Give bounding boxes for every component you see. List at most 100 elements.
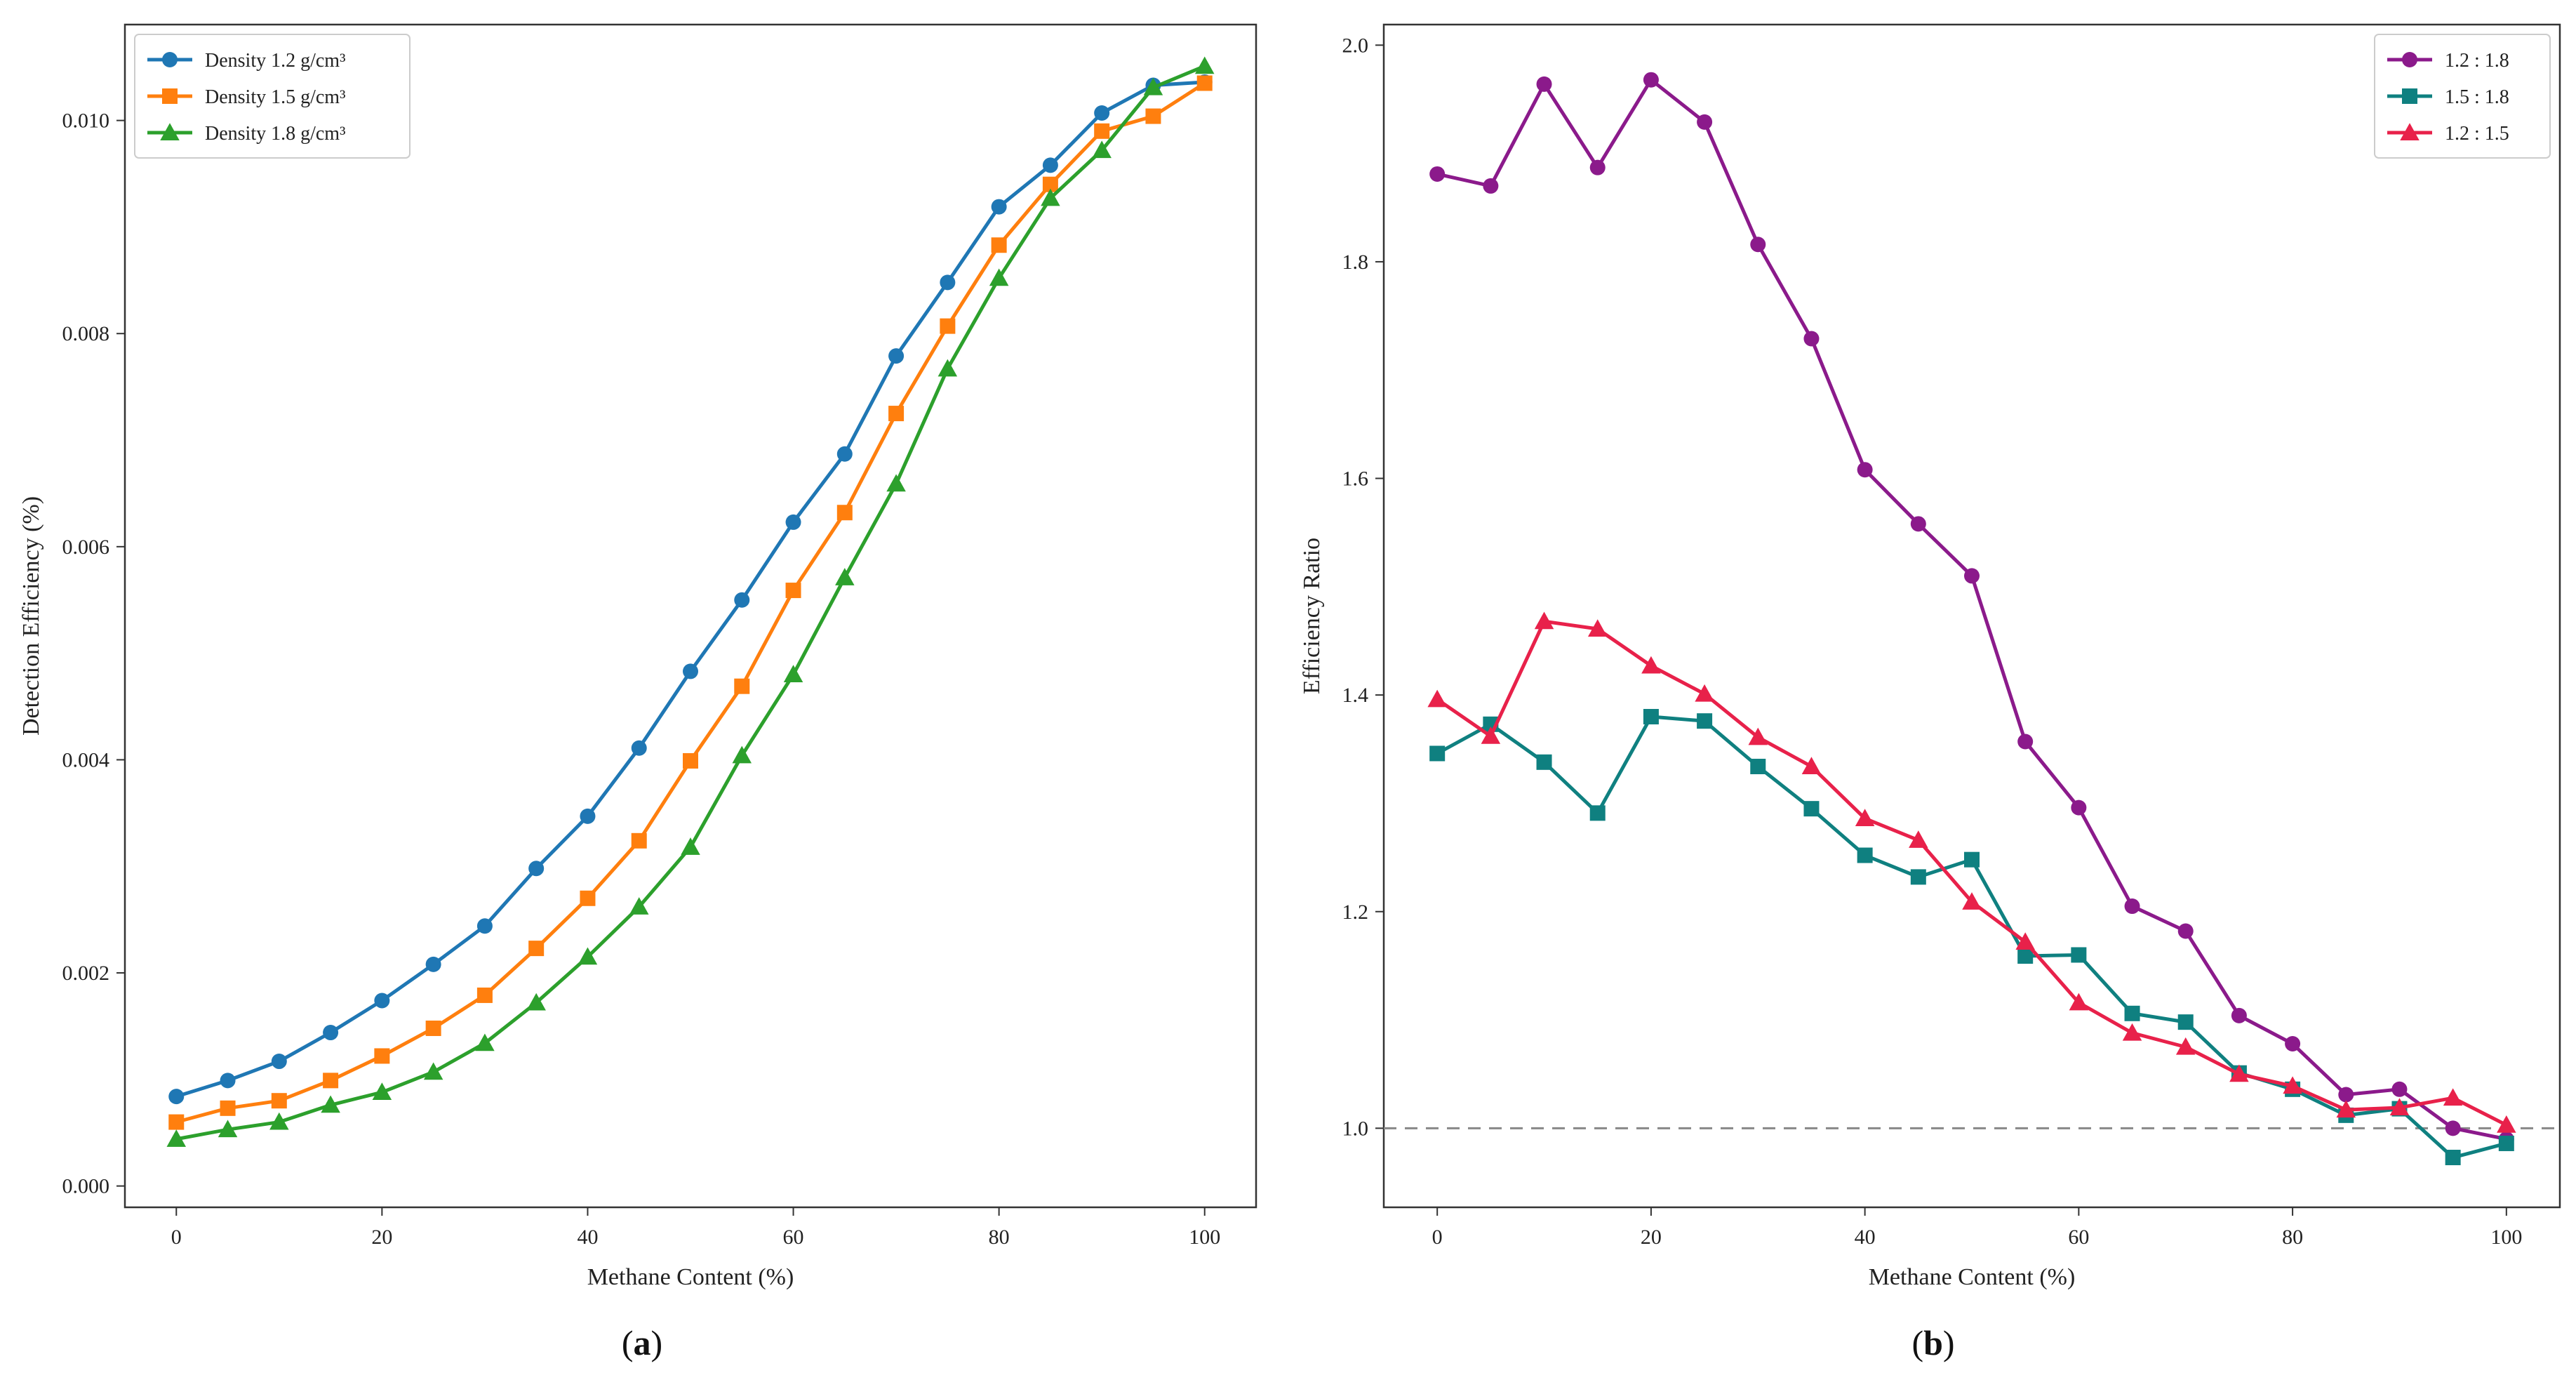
caption-part: ( — [622, 1323, 634, 1362]
data-point — [683, 752, 698, 769]
caption-part: ( — [1911, 1323, 1923, 1362]
data-point — [1042, 157, 1058, 173]
data-point — [476, 918, 493, 934]
y-tick-label: 0.002 — [62, 962, 110, 985]
data-point — [989, 268, 1009, 286]
plot-frame — [1382, 23, 2561, 1209]
legend: 1.2 : 1.8 1.5 : 1.8 1.2 : 1.5 — [2374, 34, 2551, 159]
data-point — [2445, 1120, 2461, 1136]
x-tick-label: 0 — [171, 1226, 182, 1249]
x-tick-label: 20 — [1641, 1226, 1662, 1249]
data-point — [1855, 809, 1875, 827]
panel-caption: (b) — [1911, 1323, 1954, 1362]
data-point — [734, 592, 750, 608]
data-point — [269, 1112, 289, 1130]
data-point — [1589, 805, 1606, 821]
legend-item: 1.5 : 1.8 — [2387, 86, 2509, 108]
y-tick-label: 0.008 — [62, 322, 110, 345]
data-point — [1041, 188, 1060, 206]
data-point — [1094, 105, 1110, 121]
data-point — [476, 987, 493, 1003]
legend-label: 1.5 : 1.8 — [2445, 86, 2509, 108]
data-point — [218, 1120, 238, 1138]
y-tick-label: 1.4 — [1342, 684, 1369, 707]
data-point — [1697, 114, 1713, 130]
y-axis-label: Detection Efficiency (%) — [18, 496, 44, 736]
plot-frame — [124, 23, 1257, 1209]
legend-label: 1.2 : 1.5 — [2445, 123, 2509, 145]
y-tick-label: 0.010 — [62, 109, 110, 133]
legend-swatch-marker — [162, 52, 178, 67]
data-point — [2498, 1135, 2514, 1151]
series-3 — [166, 56, 1215, 1147]
legend-item: 1.2 : 1.5 — [2387, 123, 2509, 145]
data-point — [1803, 331, 1820, 347]
data-point — [2391, 1081, 2408, 1097]
data-point — [1641, 656, 1661, 674]
data-point — [425, 956, 441, 972]
panel-a: 0 20 40 60 80 100 0.000 0.002 0.004 0.006 0.008 0.0… — [18, 23, 1257, 1362]
data-point — [323, 1073, 339, 1089]
data-point — [2229, 1064, 2249, 1082]
data-point — [991, 199, 1007, 215]
data-point — [2231, 1007, 2247, 1023]
data-point — [940, 274, 956, 291]
data-point — [580, 808, 596, 824]
data-point — [528, 861, 545, 877]
data-point — [681, 837, 700, 855]
data-point — [783, 665, 803, 682]
x-axis-label: Methane Content (%) — [1869, 1264, 2076, 1290]
data-point — [1909, 830, 1928, 848]
series-3 — [1427, 611, 2516, 1133]
data-point — [1750, 237, 1766, 253]
legend-label: 1.2 : 1.8 — [2445, 50, 2509, 72]
panel-b: 0 20 40 60 80 100 1.0 1.2 1.4 1.6 1.8 2.0 Methane Co… — [1299, 23, 2561, 1362]
data-point — [526, 993, 546, 1011]
data-point — [2177, 1014, 2194, 1030]
data-point — [425, 1020, 441, 1036]
data-point — [631, 740, 647, 756]
data-point — [734, 678, 750, 694]
caption-part: a — [634, 1323, 651, 1362]
legend-label: Density 1.5 g/cm³ — [205, 86, 345, 108]
panel-caption: (a) — [622, 1323, 662, 1362]
data-point — [374, 1048, 390, 1064]
data-point — [1910, 869, 1926, 885]
legend-item: Density 1.8 g/cm³ — [147, 123, 345, 145]
data-point — [374, 993, 390, 1009]
y-axis-label: Efficiency Ratio — [1299, 538, 1325, 694]
data-point — [2017, 948, 2034, 964]
data-point — [1964, 851, 1980, 868]
data-point — [836, 446, 853, 462]
y-tick-label: 0.000 — [62, 1175, 110, 1198]
legend-swatch-marker — [162, 88, 178, 104]
x-tick-label: 60 — [2068, 1226, 2089, 1249]
x-tick-label: 40 — [1855, 1226, 1876, 1249]
x-tick-label: 100 — [1189, 1226, 1220, 1249]
legend-label: Density 1.2 g/cm³ — [205, 50, 345, 72]
data-point — [1801, 757, 1822, 774]
series-1 — [168, 74, 1213, 1105]
data-point — [1750, 758, 1766, 774]
legend-box — [134, 34, 411, 159]
data-point — [271, 1054, 287, 1070]
data-point — [168, 1114, 185, 1130]
x-tick-label: 100 — [2490, 1226, 2522, 1249]
data-point — [321, 1095, 340, 1113]
data-point — [1534, 611, 1554, 630]
data-point — [1145, 108, 1161, 124]
data-point — [683, 663, 698, 679]
data-point — [578, 947, 598, 965]
caption-part: b — [1923, 1323, 1943, 1362]
legend: Density 1.2 g/cm³ Density 1.5 g/cm³ Densit… — [134, 34, 411, 159]
data-point — [1697, 713, 1713, 729]
data-point — [888, 348, 905, 364]
data-point — [2445, 1150, 2461, 1166]
data-point — [2177, 923, 2194, 939]
legend-swatch-marker — [160, 123, 180, 140]
data-point — [323, 1025, 339, 1041]
data-point — [423, 1062, 443, 1080]
data-point — [888, 406, 905, 422]
data-point — [1536, 76, 1552, 92]
